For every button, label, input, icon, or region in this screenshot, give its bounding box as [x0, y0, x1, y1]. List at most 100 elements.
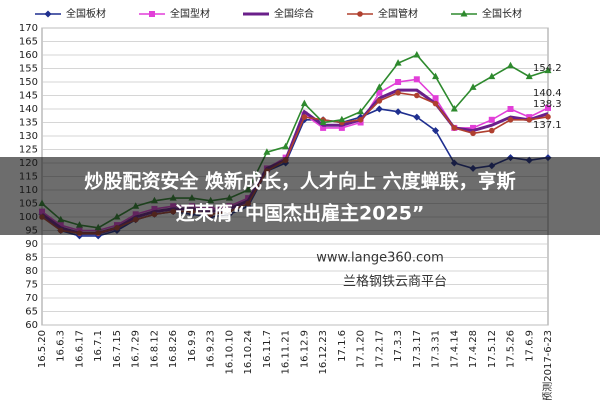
x-tick-label: 17.1.6 [337, 330, 348, 362]
marker [395, 79, 402, 85]
y-tick-label: 85 [25, 253, 38, 264]
x-tick-label: 16.10.10 [224, 330, 235, 375]
x-tick-label: 17.5.12 [487, 330, 498, 368]
marker [357, 11, 363, 17]
marker [451, 125, 458, 131]
marker [450, 105, 458, 112]
y-tick-label: 140 [19, 104, 38, 115]
marker [488, 116, 495, 123]
x-tick-label: 17.2.17 [374, 330, 385, 368]
end-label: 154.2 [533, 63, 562, 74]
x-tick-label: 16.12.23 [318, 330, 329, 375]
marker [375, 83, 383, 90]
y-tick-label: 170 [19, 23, 38, 34]
marker [507, 106, 514, 112]
legend-label: 全国管材 [378, 7, 418, 20]
x-tick-label: 17.3.3 [393, 330, 404, 362]
x-tick-label: 16.7.15 [112, 330, 123, 368]
legend-label: 全国板材 [66, 7, 106, 20]
x-tick-label: 16.6.3 [56, 330, 67, 362]
x-tick-label: 16.9.23 [206, 330, 217, 368]
marker [282, 142, 290, 150]
marker [338, 124, 345, 131]
marker [338, 115, 346, 123]
marker [469, 83, 477, 90]
marker [300, 99, 308, 107]
banner-line: 炒股配资安全 焕新成长，人才向上 六度蝉联，亨斯 [84, 170, 515, 193]
marker [319, 118, 327, 125]
marker [507, 117, 514, 123]
x-tick-label: 16.7.29 [131, 330, 142, 368]
x-tick-label: 17.3.31 [431, 330, 442, 368]
x-tick-label: 16.9.9 [187, 330, 198, 362]
x-tick-label: 17.5.26 [506, 330, 517, 368]
x-tick-label: 17.1.20 [356, 330, 367, 368]
y-tick-label: 125 [19, 145, 38, 156]
y-tick-label: 160 [19, 50, 38, 61]
banner-bg [0, 157, 600, 235]
marker [394, 108, 402, 116]
legend-label: 全国长材 [482, 7, 522, 20]
x-tick-label: 16.8.26 [168, 330, 179, 368]
end-label: 140.4 [533, 88, 562, 99]
marker [432, 72, 440, 80]
end-label: 138.3 [533, 99, 562, 110]
marker [545, 104, 551, 111]
marker [376, 89, 383, 96]
x-tick-label: 16.5.20 [37, 330, 48, 368]
marker [525, 72, 533, 80]
x-tick-label: 16.7.1 [93, 330, 104, 362]
y-tick-label: 65 [25, 307, 38, 318]
marker [413, 51, 421, 58]
marker [488, 72, 496, 80]
x-tick-label: 17.4.28 [468, 330, 479, 368]
marker [432, 95, 439, 102]
y-tick-label: 150 [19, 77, 38, 88]
marker [376, 98, 383, 104]
marker [320, 124, 327, 131]
x-tick-label: 16.12.9 [299, 330, 310, 368]
x-tick-label: 16.8.12 [149, 330, 160, 368]
x-tick-label: 16.11.7 [262, 330, 273, 368]
y-tick-label: 90 [25, 239, 38, 250]
x-tick-label: 17.3.17 [412, 330, 423, 368]
marker [507, 61, 515, 69]
y-tick-label: 70 [25, 293, 38, 304]
marker [545, 114, 551, 120]
watermark: 兰格钢铁云商平台 [343, 274, 447, 290]
x-tick-label: 17.6.9 [524, 330, 535, 362]
marker [44, 10, 52, 18]
x-tick-label: 16.11.21 [281, 330, 292, 375]
x-tick-label: 预测2017-6-23 [541, 330, 554, 400]
x-tick-label: 17.4.14 [449, 330, 460, 368]
y-tick-label: 135 [19, 118, 38, 129]
marker [470, 130, 476, 137]
y-tick-label: 80 [25, 266, 38, 277]
marker [149, 11, 155, 17]
x-tick-label: 16.6.17 [74, 330, 85, 368]
legend-label: 全国型材 [170, 7, 210, 20]
marker [488, 127, 495, 134]
marker [460, 10, 468, 17]
end-label: 137.1 [533, 120, 562, 131]
marker [263, 148, 271, 155]
y-tick-label: 155 [19, 64, 38, 75]
y-tick-label: 165 [19, 37, 38, 48]
y-tick-label: 60 [25, 320, 38, 331]
marker [414, 92, 420, 99]
watermark: www.lange360.com [316, 251, 444, 266]
marker [395, 90, 401, 96]
marker [432, 100, 439, 107]
marker [526, 117, 533, 123]
marker [413, 76, 420, 83]
marker [413, 113, 421, 121]
legend-label: 全国综合 [274, 7, 314, 20]
y-tick-label: 75 [25, 280, 38, 291]
marker [301, 114, 308, 120]
marker [357, 117, 364, 123]
marker [375, 105, 383, 113]
marker [432, 127, 440, 135]
x-tick-label: 16.10.24 [243, 330, 254, 375]
banner-line: 迈荣膺“中国杰出雇主2025” [176, 202, 425, 225]
